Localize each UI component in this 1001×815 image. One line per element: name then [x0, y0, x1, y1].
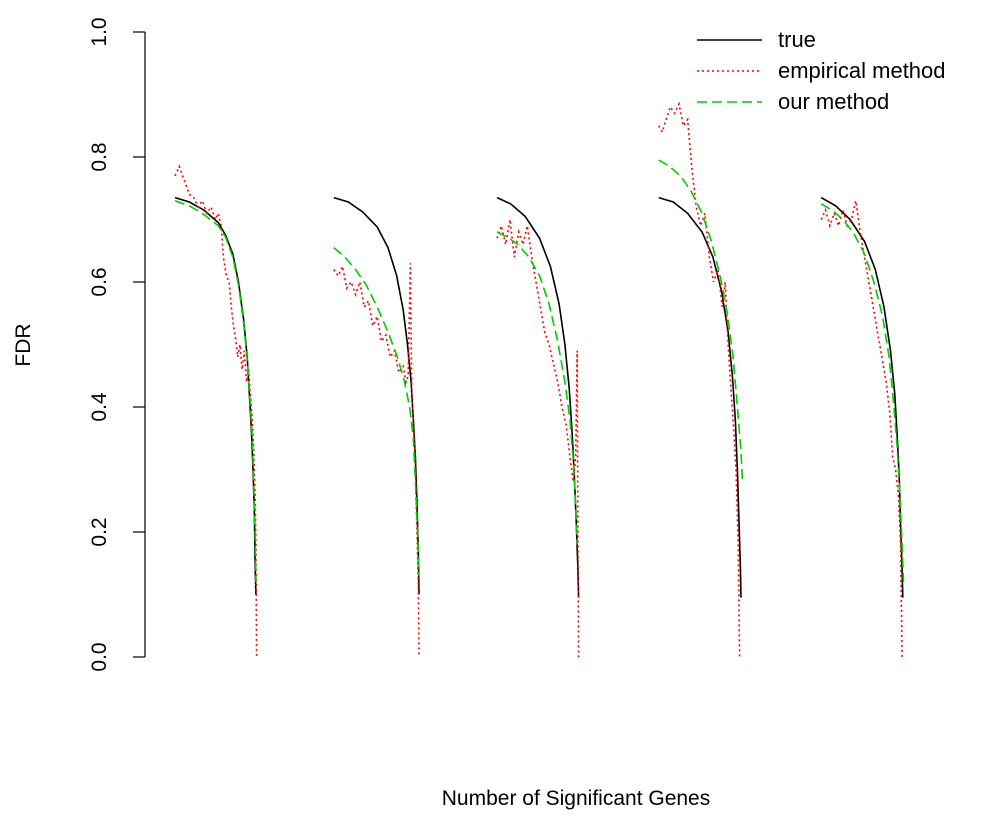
series-line-our-method-panel-4: [658, 159, 744, 483]
series-line-true-panel-5: [820, 196, 904, 598]
y-tick-label: 0.8: [88, 142, 111, 171]
series-line-true-panel-2: [333, 196, 420, 595]
series-line-our-method-panel-1: [174, 200, 257, 583]
y-tick-label: 1.0: [88, 17, 111, 46]
legend-label: true: [778, 27, 816, 52]
series-line-our-method-panel-2: [333, 246, 420, 576]
series-line-empirical-method-panel-5: [820, 200, 903, 658]
y-tick-label: 0.0: [88, 642, 111, 671]
legend-label: empirical method: [778, 58, 946, 83]
y-tick-label: 0.2: [88, 517, 111, 546]
series-line-our-method-panel-5: [820, 203, 905, 583]
series-line-true-panel-1: [174, 196, 257, 595]
x-axis-label: Number of Significant Genes: [442, 787, 710, 810]
series-line-our-method-panel-3: [496, 231, 578, 545]
series-line-true-panel-4: [658, 196, 742, 598]
y-axis-label: FDR: [12, 323, 35, 366]
series-line-empirical-method-panel-4: [658, 101, 741, 658]
legend-label: our method: [778, 89, 889, 114]
plot-series: [174, 101, 905, 658]
y-tick-label: 0.6: [88, 267, 111, 296]
legend: true empirical method our method: [697, 27, 946, 114]
series-line-empirical-method-panel-1: [174, 164, 258, 658]
y-tick-label: 0.4: [88, 392, 111, 422]
series-line-empirical-method-panel-3: [496, 219, 580, 658]
series-line-empirical-method-panel-2: [333, 263, 420, 658]
y-axis: 0.0 0.2 0.4 0.6 0.8 1.0: [88, 17, 146, 672]
